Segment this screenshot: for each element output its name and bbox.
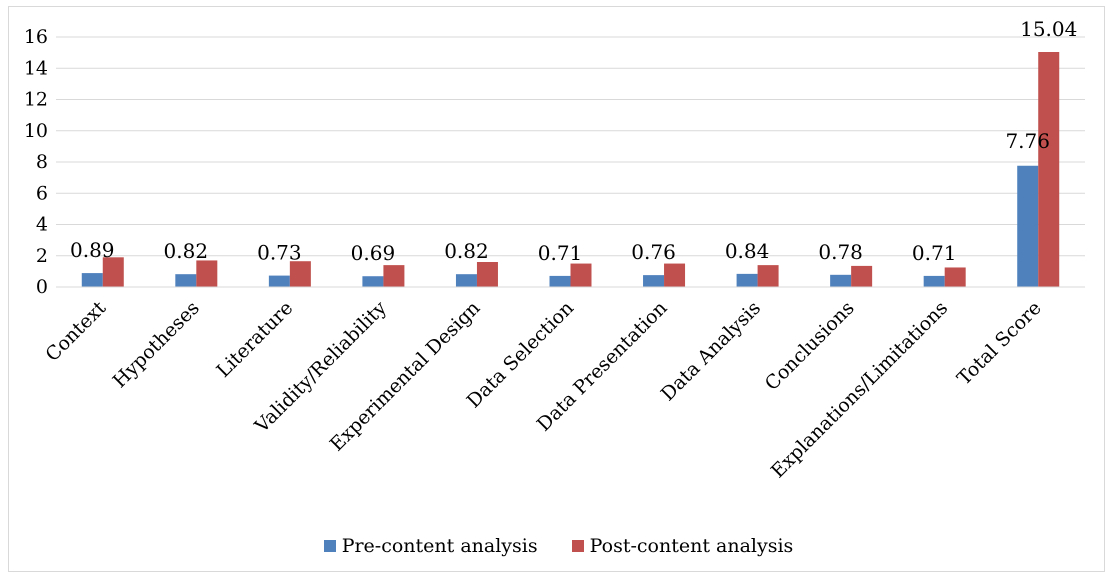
x-tick-label: Explanations/Limitations — [767, 297, 952, 482]
y-tick-label: 2 — [36, 245, 48, 267]
y-tick-label: 16 — [24, 26, 48, 48]
bar-post — [664, 263, 686, 287]
bar-post — [383, 265, 405, 287]
bar-post — [289, 261, 311, 287]
y-tick-label: 4 — [36, 214, 48, 236]
bar-pre — [830, 274, 852, 287]
bar-post — [196, 260, 218, 287]
x-tick-label: Context — [41, 297, 110, 366]
legend-item-post: Post-content analysis — [571, 535, 794, 557]
bar-pre — [175, 274, 197, 287]
data-label: 7.76 — [1005, 129, 1050, 153]
bar-post — [570, 263, 592, 287]
legend-label-post: Post-content analysis — [589, 535, 794, 557]
x-tick-label: Total Score — [953, 297, 1046, 390]
legend-swatch-pre — [323, 540, 336, 552]
x-tick-label: Hypotheses — [109, 297, 204, 392]
data-label: 0.76 — [631, 240, 676, 264]
data-label: 0.82 — [164, 239, 209, 263]
x-tick-label: Literature — [212, 297, 297, 382]
bar-pre — [549, 275, 571, 287]
bar-post — [102, 257, 124, 287]
bar-post — [851, 265, 873, 287]
bar-pre — [923, 275, 945, 287]
y-tick-label: 14 — [24, 57, 48, 79]
data-label: 0.71 — [912, 241, 957, 265]
y-tick-label: 8 — [36, 151, 48, 173]
data-label: 0.82 — [444, 239, 489, 263]
bar-post — [476, 262, 498, 287]
x-tick-label: Conclusions — [761, 297, 859, 395]
data-label: 0.69 — [351, 241, 396, 265]
x-tick-label: Data Analysis — [657, 297, 765, 405]
bar-pre — [362, 276, 384, 287]
y-tick-label: 12 — [24, 89, 48, 111]
bar-pre — [81, 273, 103, 287]
chart-frame — [8, 6, 1105, 572]
data-label: 0.78 — [818, 240, 863, 264]
data-label: 0.73 — [257, 241, 302, 265]
legend-item-pre: Pre-content analysis — [323, 535, 538, 557]
bar-pre — [1017, 165, 1039, 287]
y-tick-label: 6 — [36, 182, 48, 204]
y-tick-label: 10 — [24, 120, 48, 142]
legend-swatch-post — [571, 540, 584, 552]
legend-label-pre: Pre-content analysis — [341, 535, 538, 557]
bar-post — [944, 267, 966, 287]
bar-pre — [455, 274, 477, 287]
bar-pre — [736, 273, 758, 287]
data-label: 0.89 — [70, 238, 115, 262]
bar-pre — [643, 275, 665, 287]
legend: Pre-content analysis Post-content analys… — [0, 535, 1117, 557]
data-label: 0.71 — [538, 241, 583, 265]
bar-pre — [268, 275, 290, 287]
data-label: 0.84 — [725, 239, 770, 263]
bar-post — [757, 265, 779, 287]
bar-post — [1038, 52, 1060, 287]
x-tick-label: Experimental Design — [326, 297, 485, 456]
y-tick-label: 0 — [36, 276, 48, 298]
data-label-total-post: 15.04 — [1020, 17, 1077, 41]
